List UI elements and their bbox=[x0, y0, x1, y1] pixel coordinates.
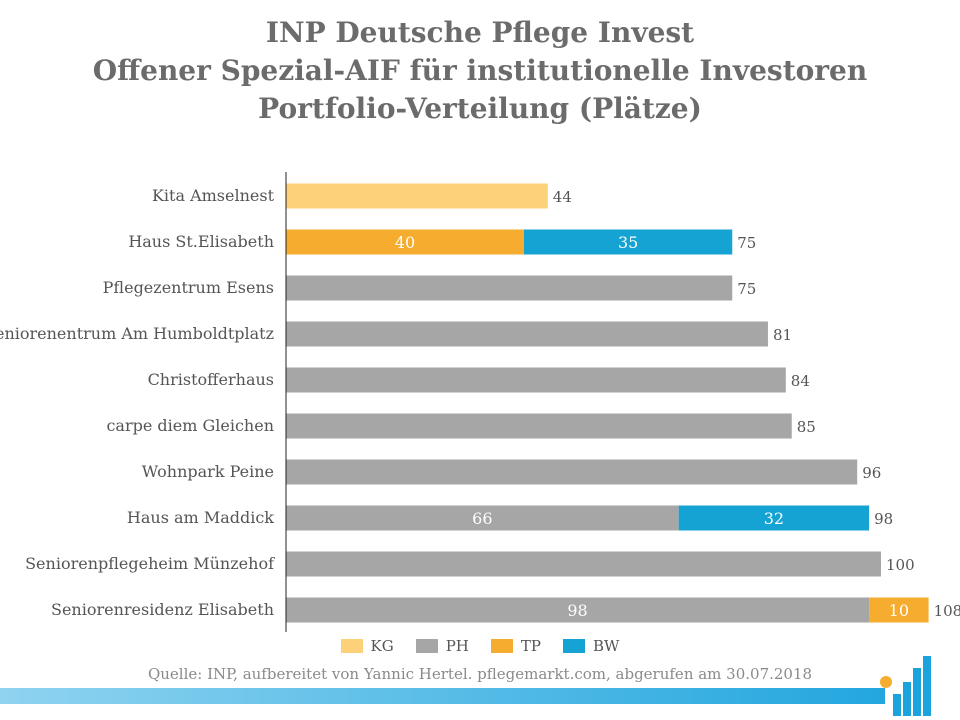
total-label: 98 bbox=[874, 510, 893, 528]
category-label: Wohnpark Peine bbox=[142, 462, 274, 481]
legend-label: BW bbox=[593, 637, 620, 655]
title-line-2: Offener Spezial-AIF für institutionelle … bbox=[92, 54, 868, 87]
legend-swatch bbox=[415, 639, 438, 653]
bar-ph bbox=[286, 367, 786, 393]
total-label: 81 bbox=[773, 326, 792, 344]
title-line-1: INP Deutsche Pflege Invest bbox=[265, 16, 695, 49]
bar-ph bbox=[286, 505, 679, 531]
segment-label: 66 bbox=[472, 509, 492, 528]
legend-label: KG bbox=[370, 637, 394, 655]
total-label: 75 bbox=[737, 280, 756, 298]
chart-title: INP Deutsche Pflege Invest Offener Spezi… bbox=[0, 14, 960, 128]
category-label: Kita Amselnest bbox=[152, 186, 275, 205]
segment-label: 10 bbox=[889, 601, 909, 620]
category-label: Pflegezentrum Esens bbox=[103, 278, 274, 297]
total-label: 100 bbox=[886, 556, 915, 574]
category-label: Christofferhaus bbox=[148, 370, 274, 389]
category-label: Haus St.Elisabeth bbox=[128, 232, 274, 251]
legend-item: BW bbox=[563, 637, 619, 655]
bar-ph bbox=[286, 597, 870, 623]
category-label: Haus am Maddick bbox=[127, 508, 274, 527]
total-label: 96 bbox=[862, 464, 881, 482]
legend: KG PH TP BW bbox=[0, 637, 960, 655]
segment-label: 35 bbox=[618, 233, 638, 252]
footer-bar bbox=[0, 688, 960, 704]
source-note: Quelle: INP, aufbereitet von Yannic Hert… bbox=[147, 665, 813, 683]
bar-ph bbox=[286, 459, 858, 485]
bar-ph bbox=[286, 321, 768, 347]
segment-label: 98 bbox=[567, 601, 587, 620]
total-label: 108 bbox=[934, 602, 960, 620]
title-line-3: Portfolio-Verteilung (Plätze) bbox=[258, 92, 702, 125]
bar-tp bbox=[286, 229, 524, 255]
bar-bw bbox=[524, 229, 733, 255]
category-label: carpe diem Gleichen bbox=[106, 416, 274, 435]
bar-ph bbox=[286, 551, 881, 577]
legend-swatch bbox=[563, 639, 586, 653]
total-label: 84 bbox=[791, 372, 810, 390]
category-label: Seniorenentrum Am Humboldtplatz bbox=[0, 324, 274, 343]
total-label: 85 bbox=[797, 418, 816, 436]
legend-label: TP bbox=[520, 637, 542, 655]
bar-kg bbox=[286, 183, 548, 209]
category-label: Seniorenresidenz Elisabeth bbox=[51, 600, 274, 619]
legend-swatch bbox=[340, 639, 363, 653]
bar-ph bbox=[286, 413, 792, 439]
legend-item: TP bbox=[490, 637, 542, 655]
bar-tp bbox=[869, 597, 929, 623]
total-label: 75 bbox=[737, 234, 756, 252]
legend-swatch bbox=[490, 639, 513, 653]
legend-label: PH bbox=[445, 637, 469, 655]
bar-ph bbox=[286, 275, 733, 301]
total-label: 44 bbox=[553, 188, 572, 206]
segment-label: 40 bbox=[395, 233, 415, 252]
category-label: Seniorenpflegeheim Münzehof bbox=[25, 554, 275, 573]
segment-label: 32 bbox=[764, 509, 784, 528]
legend-item: PH bbox=[415, 637, 469, 655]
bar-bw bbox=[678, 505, 870, 531]
legend-item: KG bbox=[340, 637, 394, 655]
